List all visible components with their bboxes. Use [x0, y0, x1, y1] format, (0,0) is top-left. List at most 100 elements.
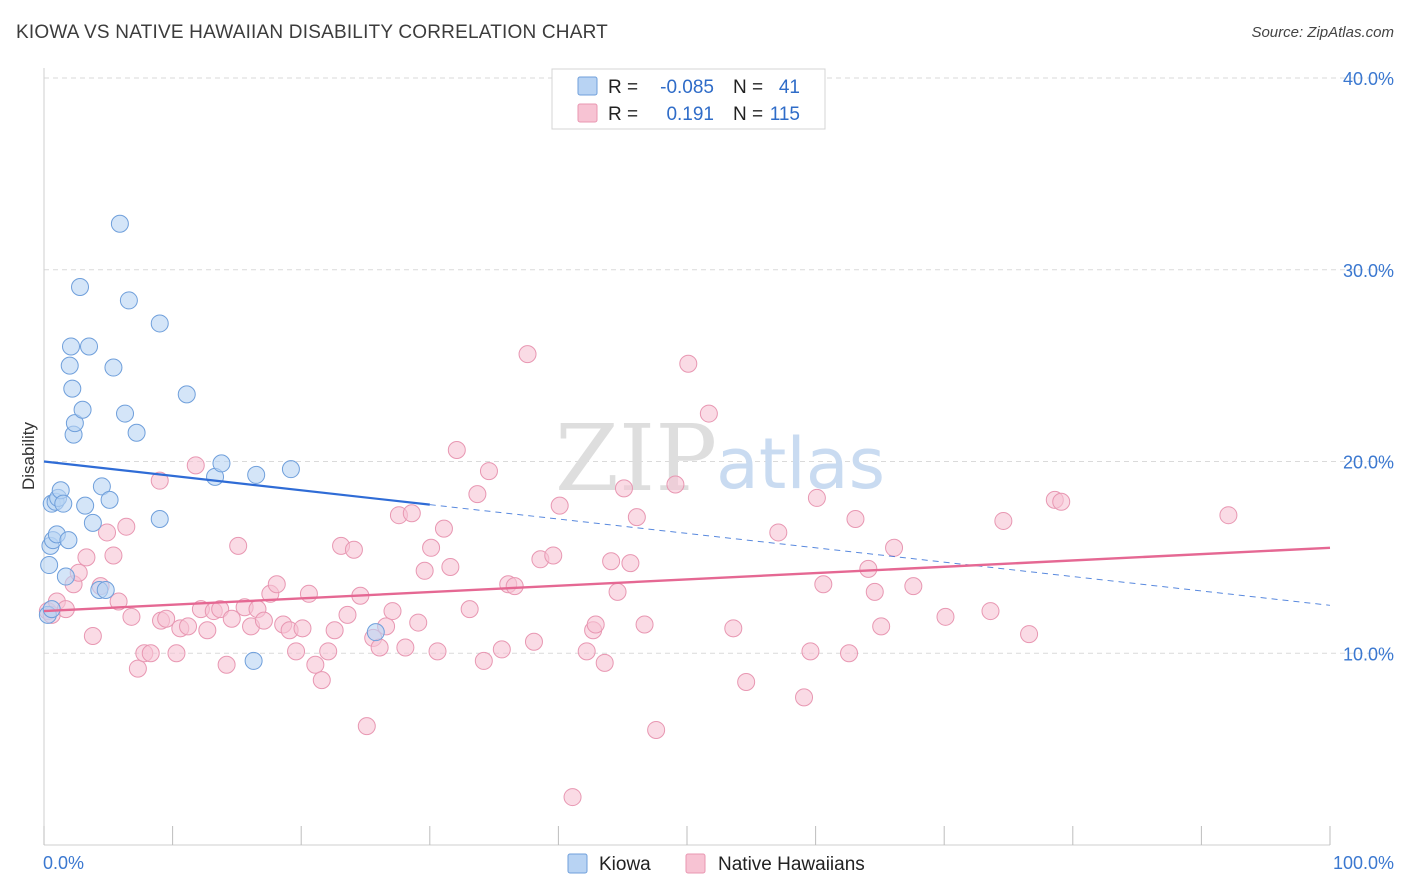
native-hawaiians-point [544, 546, 563, 565]
native-hawaiians-point [627, 508, 646, 527]
kiowa-point [40, 556, 59, 575]
native-hawaiians-point [885, 538, 904, 557]
kiowa-point [177, 385, 196, 404]
native-hawaiians-point [1219, 506, 1238, 525]
native-hawaiians-point [647, 720, 666, 739]
native-hawaiians-point [936, 607, 955, 626]
axes-layer [43, 68, 1331, 846]
kiowa-point [65, 414, 84, 433]
native-hawaiians-point [801, 642, 820, 661]
native-hawaiians-point [287, 642, 306, 661]
kiowa-point [127, 423, 146, 442]
watermark-atlas: atlas [716, 423, 885, 505]
kiowa-point [110, 214, 129, 233]
native-hawaiians-point [586, 615, 605, 634]
legend-nh-n-label: N = [733, 104, 763, 125]
native-hawaiians-point [994, 511, 1013, 530]
trend-lines [43, 460, 1331, 613]
native-hawaiians-point [117, 517, 136, 536]
series-legend: Kiowa Native Hawaiians [567, 853, 865, 875]
native-hawaiians-point [614, 479, 633, 498]
kiowa-point [63, 379, 82, 398]
legend-kiowa-swatch [577, 76, 598, 96]
kiowa-point [116, 404, 135, 423]
native-hawaiians-point [179, 617, 198, 636]
y-tick-labels: 10.0% 20.0% 30.0% 40.0% [1343, 69, 1394, 664]
native-hawaiians-point [344, 540, 363, 559]
legend-kiowa-r-label: R = [608, 77, 638, 98]
native-hawaiians-trend-line [43, 546, 1331, 613]
kiowa-point [104, 358, 123, 377]
native-hawaiians-point [157, 609, 176, 628]
legend-kiowa-r-value: -0.085 [660, 77, 714, 98]
watermark-zip: ZIP [555, 405, 717, 512]
grid-layer [44, 77, 1394, 654]
kiowa-point [71, 278, 90, 297]
kiowa-points [38, 214, 385, 670]
native-hawaiians-point [370, 638, 389, 657]
legend-nh-r-label: R = [608, 104, 638, 125]
native-hawaiians-point [602, 552, 621, 571]
chart-title: KIOWA VS NATIVE HAWAIIAN DISABILITY CORR… [16, 22, 608, 43]
kiowa-point [56, 567, 75, 586]
native-hawaiians-point [422, 538, 441, 557]
legend-native-hawaiians-swatch [577, 103, 598, 123]
native-hawaiians-point [217, 655, 236, 674]
native-hawaiians-point [807, 488, 826, 507]
native-hawaiians-point [396, 638, 415, 657]
native-hawaiians-point [325, 621, 344, 640]
native-hawaiians-point [109, 592, 128, 611]
native-hawaiians-point [621, 554, 640, 573]
native-hawaiians-point [198, 621, 217, 640]
native-hawaiians-point [267, 575, 286, 594]
kiowa-point [80, 337, 99, 356]
native-hawaiians-point [724, 619, 743, 638]
y-tick-label: 30.0% [1343, 261, 1394, 281]
kiowa-point [366, 623, 385, 642]
source-credit: Source: ZipAtlas.com [1251, 24, 1394, 41]
native-hawaiians-point [492, 640, 511, 659]
native-hawaiians-point [904, 577, 923, 596]
native-hawaiians-point [229, 536, 248, 555]
legend-kiowa-n-label: N = [733, 77, 763, 98]
native-hawaiians-point [679, 354, 698, 373]
native-hawaiians-point [872, 617, 891, 636]
native-hawaiians-point [795, 688, 814, 707]
native-hawaiians-point [434, 519, 453, 538]
native-hawaiians-point [595, 653, 614, 672]
native-hawaiians-point [505, 577, 524, 596]
native-hawaiians-point [122, 607, 141, 626]
legend-nh-r-value: 0.191 [666, 104, 714, 125]
native-hawaiians-point [319, 642, 338, 661]
native-hawaiians-point [474, 651, 493, 670]
kiowa-point [59, 531, 78, 550]
kiowa-trend-line-extension [429, 504, 1331, 606]
native-hawaiians-point [211, 600, 230, 619]
native-hawaiians-point [141, 644, 160, 663]
kiowa-point [150, 314, 169, 333]
native-hawaiians-point [77, 548, 96, 567]
native-hawaiians-point [128, 659, 147, 678]
native-hawaiians-point [402, 504, 421, 523]
native-hawaiians-point [409, 613, 428, 632]
bottom-legend-kiowa-swatch [567, 853, 588, 874]
kiowa-point [76, 496, 95, 515]
native-hawaiians-point [293, 619, 312, 638]
native-hawaiians-point [447, 440, 466, 459]
native-hawaiians-point [312, 671, 331, 690]
native-hawaiians-point [635, 615, 654, 634]
bottom-legend-kiowa-label: Kiowa [599, 854, 651, 875]
native-hawaiians-point [98, 523, 117, 542]
y-tick-label: 20.0% [1343, 453, 1394, 473]
native-hawaiians-point [865, 582, 884, 601]
native-hawaiians-point [737, 673, 756, 692]
native-hawaiians-point [222, 609, 241, 628]
native-hawaiians-point [608, 582, 627, 601]
native-hawaiians-point [577, 642, 596, 661]
native-hawaiians-point [428, 642, 447, 661]
watermark: ZIP atlas [555, 405, 885, 512]
kiowa-point [42, 600, 61, 619]
y-axis-label: Disability [19, 421, 38, 490]
kiowa-point [60, 356, 79, 375]
